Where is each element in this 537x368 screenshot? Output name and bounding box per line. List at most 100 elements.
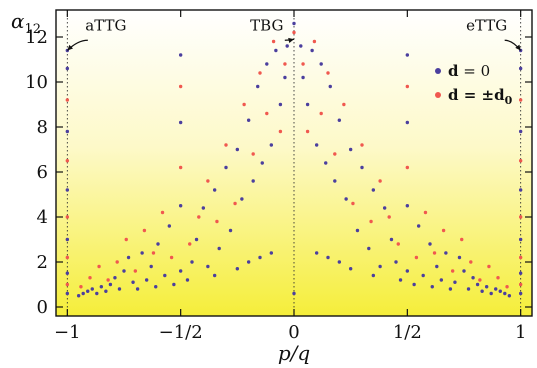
point-series-d0 <box>178 53 183 57</box>
annotation-arrowhead <box>288 37 294 43</box>
point-series-pm-d0 <box>65 159 70 163</box>
point-series-d0 <box>489 291 493 296</box>
point-series-pm-d0 <box>65 255 70 260</box>
point-series-pm-d0 <box>169 255 174 260</box>
point-series-pm-d0 <box>197 215 201 219</box>
point-series-d0 <box>260 161 264 165</box>
point-series-d0 <box>144 278 149 282</box>
point-series-pm-d0 <box>305 129 310 134</box>
point-series-d0 <box>251 179 255 183</box>
point-series-d0 <box>355 228 360 233</box>
point-series-d0 <box>518 291 523 296</box>
point-series-pm-d0 <box>206 179 210 183</box>
y-tick-label: 8 <box>37 117 48 138</box>
point-series-d0 <box>283 75 287 80</box>
point-series-pm-d0 <box>518 282 523 287</box>
point-series-d0 <box>371 188 376 192</box>
point-series-d0 <box>371 273 376 278</box>
point-series-d0 <box>65 291 70 296</box>
point-series-pm-d0 <box>378 179 382 183</box>
x-tick-label: 1/2 <box>393 322 422 343</box>
point-series-d0 <box>108 282 113 287</box>
point-series-d0 <box>217 246 221 251</box>
annotation-label: aTTG <box>85 16 126 34</box>
point-series-pm-d0 <box>460 237 464 242</box>
point-series-pm-d0 <box>178 165 183 170</box>
point-series-d0 <box>86 289 90 293</box>
point-series-d0 <box>163 273 167 278</box>
point-series-d0 <box>140 251 144 255</box>
y-tick-label: 12 <box>25 27 48 48</box>
point-series-d0 <box>228 228 233 233</box>
point-series-d0 <box>256 84 260 89</box>
x-axis-title: p/q <box>278 341 310 365</box>
point-series-pm-d0 <box>224 143 228 147</box>
point-series-d0 <box>389 237 394 242</box>
point-series-pm-d0 <box>133 269 138 273</box>
point-series-pm-d0 <box>441 228 446 233</box>
point-series-pm-d0 <box>369 219 373 224</box>
point-series-pm-d0 <box>319 111 323 116</box>
point-series-d0 <box>326 255 330 260</box>
point-series-d0 <box>367 246 371 251</box>
point-series-d0 <box>405 204 410 208</box>
point-series-d0 <box>310 48 314 53</box>
point-series-pm-d0 <box>65 215 70 219</box>
point-series-pm-d0 <box>278 129 283 134</box>
point-series-d0 <box>65 271 70 275</box>
point-series-pm-d0 <box>487 264 491 269</box>
point-series-pm-d0 <box>518 159 523 163</box>
point-series-pm-d0 <box>142 228 147 233</box>
point-series-d0 <box>149 264 153 269</box>
point-series-d0 <box>81 291 85 296</box>
annotations: aTTG TBG eTTG <box>66 16 522 51</box>
point-series-d0 <box>405 269 410 273</box>
point-series-pm-d0 <box>97 264 101 269</box>
y-tick-label: 6 <box>37 162 48 183</box>
point-series-d0 <box>498 289 502 293</box>
point-series-pm-d0 <box>396 242 400 246</box>
point-series-pm-d0 <box>271 39 276 44</box>
point-series-d0 <box>178 269 183 273</box>
point-series-pm-d0 <box>106 278 110 282</box>
point-series-pm-d0 <box>265 111 269 116</box>
point-series-d0 <box>65 129 70 134</box>
point-series-pm-d0 <box>423 210 428 215</box>
point-series-d0 <box>117 287 122 291</box>
point-series-d0 <box>224 165 228 170</box>
point-series-d0 <box>246 118 251 122</box>
point-series-d0 <box>285 44 289 48</box>
point-series-pm-d0 <box>326 71 330 75</box>
point-series-pm-d0 <box>124 237 128 242</box>
point-series-d0 <box>484 285 489 289</box>
point-series-d0 <box>95 291 99 296</box>
point-series-d0 <box>466 287 471 291</box>
point-series-d0 <box>212 188 217 192</box>
point-series-d0 <box>113 276 117 280</box>
point-series-d0 <box>76 294 81 298</box>
point-series-d0 <box>475 282 480 287</box>
point-series-d0 <box>421 273 425 278</box>
x-tick-label: 0 <box>288 322 299 343</box>
point-series-d0 <box>518 188 523 192</box>
point-series-d0 <box>235 267 240 271</box>
point-series-d0 <box>246 260 251 264</box>
y-axis-title: α12 <box>11 9 41 37</box>
point-series-d0 <box>122 269 126 273</box>
point-series-d0 <box>172 282 176 287</box>
point-series-d0 <box>319 62 323 66</box>
point-series-d0 <box>206 264 210 269</box>
point-series-pm-d0 <box>469 260 473 264</box>
point-series-pm-d0 <box>283 62 287 66</box>
point-series-d0 <box>518 271 523 275</box>
point-series-pm-d0 <box>351 201 355 206</box>
point-series-pm-d0 <box>292 30 296 35</box>
point-series-pm-d0 <box>432 251 437 255</box>
point-series-d0 <box>503 291 507 296</box>
point-series-pm-d0 <box>312 39 317 44</box>
legend-label: d = ±d0 <box>448 86 513 107</box>
point-series-pm-d0 <box>387 215 391 219</box>
point-series-d0 <box>178 204 183 208</box>
